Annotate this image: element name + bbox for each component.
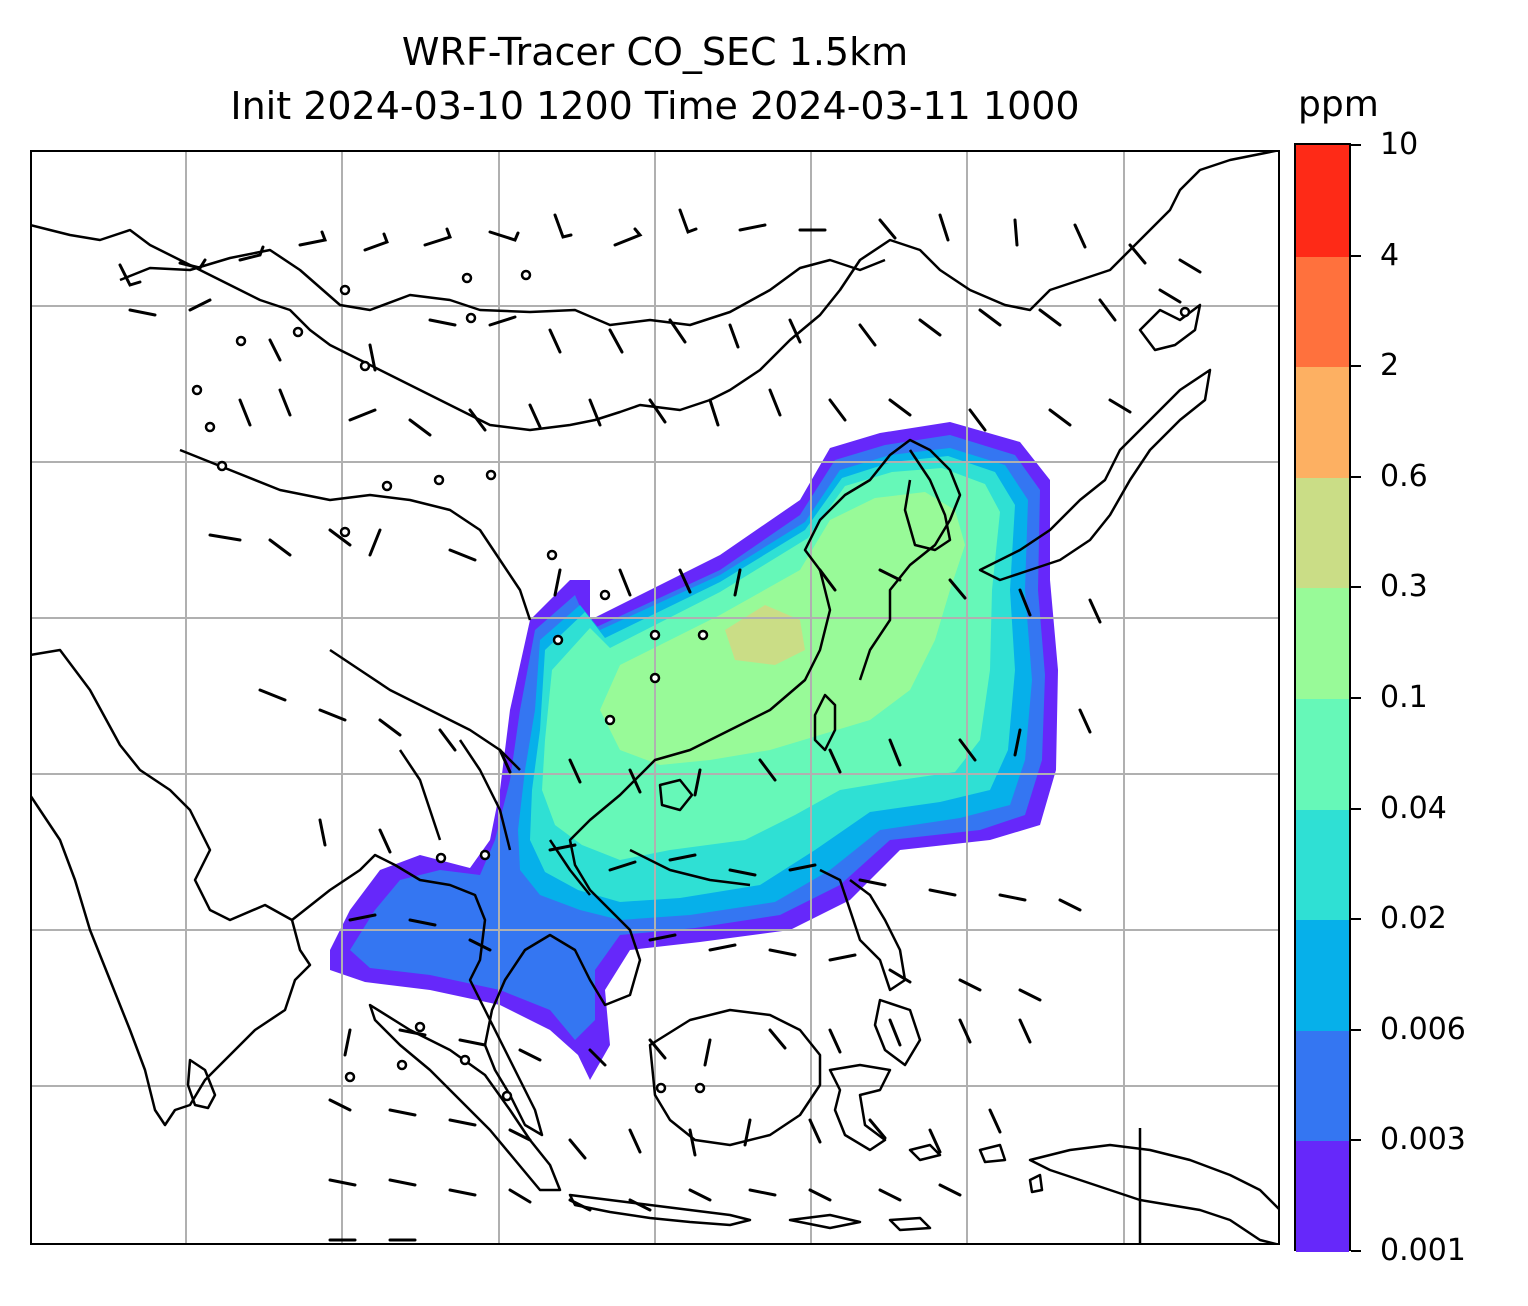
colorbar-segment [1296,366,1349,478]
colorbar-segment [1296,1140,1349,1252]
chart-title-line2: Init 2024-03-10 1200 Time 2024-03-11 100… [230,84,1080,128]
colorbar-tick [1351,144,1361,146]
colorbar-tick [1351,1250,1361,1252]
colorbar-segment [1296,919,1349,1031]
coastline-korea [903,449,952,552]
coastline-hainan [658,778,694,812]
plume-level-0.3 [725,605,805,665]
coastline-java [568,1193,752,1227]
colorbar [1294,143,1351,1252]
map-coastlines [30,150,1280,1245]
colorbar-tick-label: 0.3 [1380,569,1428,605]
colorbar-tick [1351,697,1361,699]
coastline-sulawesi [828,1063,892,1152]
colorbar-unit-label: ppm [1298,84,1379,125]
colorbar-segment [1296,1029,1349,1142]
coastline-sumatra [368,1003,562,1192]
coastline-india [30,648,312,1127]
coastline-hokkaido [1138,303,1202,352]
colorbar-tick [1351,1028,1361,1031]
map-frame [30,150,1280,1245]
colorbar-tick-label: 2 [1380,348,1400,384]
colorbar-tick-label: 0.006 [1380,1011,1466,1047]
coastline-small-islands [788,1143,1044,1232]
colorbar-tick [1351,475,1361,478]
coastline-new-guinea [1028,1143,1280,1245]
colorbar-tick [1351,1139,1361,1142]
coastline-sri-lanka [186,1058,217,1110]
border-inland [179,448,751,896]
coastline-mainland-se-asia [291,438,962,1137]
colorbar-tick-label: 4 [1380,237,1400,273]
colorbar-segment [1296,808,1349,921]
colorbar-tick [1351,365,1361,368]
map-panel [30,150,1280,1245]
colorbar-tick [1351,586,1361,589]
colorbar-segment [1296,476,1349,589]
colorbar-tick-label: 0.6 [1380,458,1428,494]
coastline-philippines [819,868,922,1067]
tracer-plume [330,422,1058,1080]
colorbar-segment [1296,698,1349,810]
coastline-north-china [30,150,1280,432]
colorbar-tick-label: 0.02 [1380,901,1447,937]
calm-wind-circles [191,269,1191,1102]
colorbar-segment [1296,587,1349,699]
colorbar-tick-label: 0.04 [1380,790,1447,826]
map-gridlines [30,150,1280,1245]
colorbar-segment [1296,145,1349,257]
colorbar-tick [1351,918,1361,921]
colorbar-tick-label: 10 [1380,127,1419,162]
colorbar-tick-label: 0.001 [1380,1233,1466,1268]
colorbar-tick [1351,254,1361,257]
colorbar-tick-label: 0.1 [1380,680,1428,715]
chart-title-line1: WRF-Tracer CO_SEC 1.5km [401,30,909,74]
coastline-taiwan [813,693,837,752]
colorbar-tick [1351,807,1361,810]
border-mongolia [119,248,886,327]
wind-barbs [118,208,1202,1242]
coastline-borneo [648,1008,822,1147]
coastline-japan [978,368,1212,582]
colorbar-segment [1296,255,1349,368]
colorbar-tick-label: 0.003 [1380,1122,1466,1158]
